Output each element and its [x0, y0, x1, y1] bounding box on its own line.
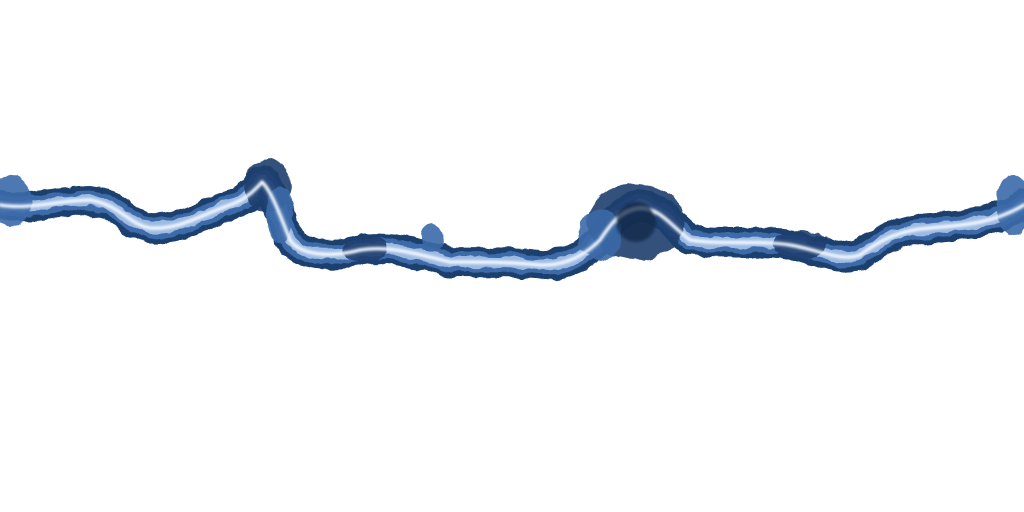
- blob-left-edge: [0, 176, 32, 228]
- river-core: [0, 180, 1024, 267]
- river-core-line: [0, 180, 1024, 267]
- blob-spike: [422, 224, 442, 252]
- river-blobs: [0, 159, 1024, 262]
- blob-right: [774, 230, 826, 260]
- blob-right-edge: [996, 175, 1024, 235]
- core-deep-center: [616, 202, 656, 242]
